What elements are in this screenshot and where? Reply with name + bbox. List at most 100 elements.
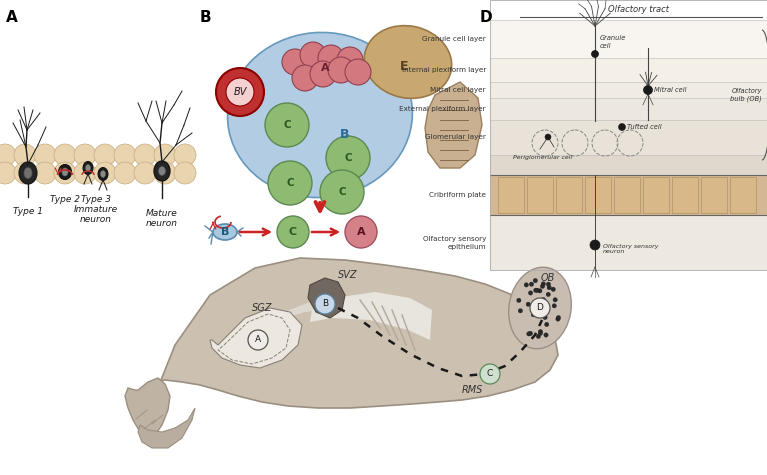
Polygon shape <box>138 258 558 418</box>
Circle shape <box>544 333 548 337</box>
Text: Olfactory
bulb (OB): Olfactory bulb (OB) <box>730 88 762 102</box>
Ellipse shape <box>83 162 93 174</box>
Text: C: C <box>289 227 297 237</box>
Text: Granule cell layer: Granule cell layer <box>423 36 486 42</box>
Ellipse shape <box>100 171 106 178</box>
Text: C: C <box>487 370 493 379</box>
Circle shape <box>226 78 254 106</box>
Circle shape <box>345 59 371 85</box>
Ellipse shape <box>154 161 170 181</box>
Circle shape <box>538 289 542 293</box>
Ellipse shape <box>62 168 68 176</box>
Circle shape <box>328 57 354 83</box>
Circle shape <box>538 309 542 314</box>
Circle shape <box>530 298 550 318</box>
Ellipse shape <box>509 267 571 349</box>
Bar <box>490 98 767 120</box>
Text: OB: OB <box>541 273 555 283</box>
Bar <box>490 0 767 270</box>
Circle shape <box>114 144 136 166</box>
Circle shape <box>547 285 551 290</box>
Text: C: C <box>344 153 352 163</box>
Text: Olfactory tract: Olfactory tract <box>607 6 669 15</box>
Text: neuron: neuron <box>146 218 178 228</box>
Circle shape <box>345 216 377 248</box>
Text: Periglomerular cell: Periglomerular cell <box>513 154 573 160</box>
Circle shape <box>544 307 548 311</box>
Circle shape <box>531 313 535 317</box>
Ellipse shape <box>85 164 91 171</box>
Polygon shape <box>125 378 170 438</box>
Circle shape <box>618 124 626 131</box>
Text: neuron: neuron <box>80 216 112 225</box>
Circle shape <box>551 287 555 292</box>
Text: C: C <box>283 120 291 130</box>
Circle shape <box>154 144 176 166</box>
Text: Tufted cell: Tufted cell <box>627 124 662 130</box>
Bar <box>498 177 524 213</box>
Circle shape <box>644 86 653 95</box>
Text: C: C <box>286 178 294 188</box>
Text: epithelium: epithelium <box>447 245 486 250</box>
Circle shape <box>591 50 598 57</box>
Text: Type 2: Type 2 <box>50 196 80 205</box>
Bar <box>490 155 767 175</box>
Bar <box>490 20 767 58</box>
Circle shape <box>529 282 534 286</box>
Text: Olfactory sensory: Olfactory sensory <box>423 236 486 241</box>
Circle shape <box>320 170 364 214</box>
Bar <box>730 177 756 213</box>
Circle shape <box>14 144 36 166</box>
Text: B: B <box>221 227 229 237</box>
Circle shape <box>546 282 551 286</box>
Text: Cribriform plate: Cribriform plate <box>429 192 486 198</box>
Polygon shape <box>308 278 345 318</box>
Circle shape <box>134 144 156 166</box>
Text: Mature: Mature <box>146 209 178 218</box>
Bar <box>556 177 582 213</box>
Text: Mitral cell: Mitral cell <box>654 87 686 93</box>
Text: External plexiform layer: External plexiform layer <box>400 106 486 112</box>
Text: Olfactory sensory
neuron: Olfactory sensory neuron <box>603 244 659 255</box>
Circle shape <box>480 364 500 384</box>
Circle shape <box>265 103 309 147</box>
Text: B: B <box>200 10 212 25</box>
Text: B: B <box>322 300 328 308</box>
Circle shape <box>337 47 363 73</box>
Circle shape <box>546 292 551 296</box>
Circle shape <box>528 331 532 336</box>
Circle shape <box>248 330 268 350</box>
Circle shape <box>268 161 312 205</box>
Text: A: A <box>357 227 365 237</box>
Bar <box>643 177 669 213</box>
Circle shape <box>540 284 545 288</box>
Circle shape <box>310 61 336 87</box>
Circle shape <box>154 162 176 184</box>
Circle shape <box>34 144 56 166</box>
Bar <box>490 175 767 215</box>
Circle shape <box>315 294 335 314</box>
Circle shape <box>526 302 531 306</box>
Text: RMS: RMS <box>461 385 482 395</box>
Circle shape <box>0 162 16 184</box>
Circle shape <box>538 329 543 334</box>
Polygon shape <box>310 292 432 340</box>
Circle shape <box>536 334 541 339</box>
Circle shape <box>54 144 76 166</box>
Text: E: E <box>400 59 408 73</box>
Ellipse shape <box>19 162 37 184</box>
Circle shape <box>292 65 318 91</box>
Circle shape <box>318 45 344 71</box>
Ellipse shape <box>228 32 413 198</box>
Circle shape <box>518 309 522 313</box>
Circle shape <box>552 304 557 308</box>
Bar <box>614 177 640 213</box>
Circle shape <box>556 317 560 321</box>
Text: Mitral cell layer: Mitral cell layer <box>430 87 486 93</box>
Polygon shape <box>425 82 482 168</box>
Circle shape <box>94 144 116 166</box>
Circle shape <box>534 288 538 293</box>
Bar <box>490 120 767 155</box>
Text: A: A <box>255 335 261 344</box>
Text: BV: BV <box>233 87 247 97</box>
